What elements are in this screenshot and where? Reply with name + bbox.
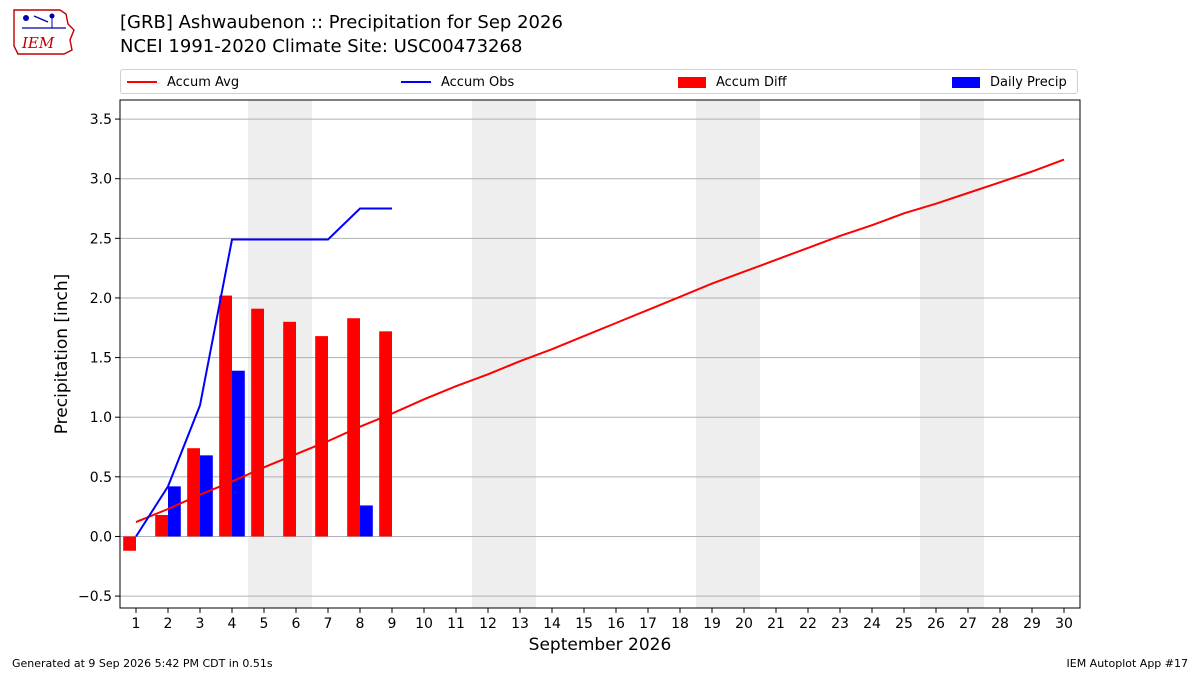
accum-diff-bar-5: [251, 308, 264, 537]
x-tick-label-11: 11: [447, 616, 465, 632]
y-tick-label-5: 2.0: [90, 291, 112, 307]
daily-precip-bar-8: [360, 505, 373, 537]
y-tick-label-3: 1.0: [90, 410, 112, 426]
legend-label-daily-precip: Daily Precip: [990, 74, 1067, 90]
iem-logo: IEM: [13, 9, 75, 55]
legend-item-daily-precip: Daily Precip: [952, 74, 1067, 90]
x-tick-label-5: 5: [260, 616, 269, 632]
x-tick-label-15: 15: [575, 616, 593, 632]
legend-swatch-accum-obs: [401, 81, 431, 83]
accum-diff-bar-8: [347, 318, 360, 537]
legend-label-accum-obs: Accum Obs: [441, 74, 515, 90]
x-tick-label-27: 27: [959, 616, 977, 632]
accum-diff-bar-9: [379, 331, 392, 537]
legend-swatch-daily-precip: [952, 76, 980, 88]
x-axis-label: September 2026: [529, 635, 672, 655]
x-tick-label-1: 1: [132, 616, 141, 632]
daily-precip-bar-4: [232, 370, 245, 537]
accum-diff-bar-4: [219, 295, 232, 537]
accum-diff-bar-3: [187, 448, 200, 537]
x-tick-label-2: 2: [164, 616, 173, 632]
y-tick-label-2: 0.5: [90, 470, 112, 486]
accum-avg-line: [135, 158, 1065, 524]
x-tick-label-21: 21: [767, 616, 785, 632]
y-tick-label-4: 1.5: [90, 351, 112, 367]
weekend-shade-4: [920, 100, 984, 608]
x-tick-label-14: 14: [543, 616, 561, 632]
x-tick-label-26: 26: [927, 616, 945, 632]
legend-label-accum-diff: Accum Diff: [716, 74, 787, 90]
chart-title-line2: NCEI 1991-2020 Climate Site: USC00473268: [120, 36, 523, 57]
accum-diff-bar-2: [155, 514, 168, 537]
legend-item-accum-diff: Accum Diff: [678, 74, 787, 90]
x-tick-label-13: 13: [511, 616, 529, 632]
x-tick-label-17: 17: [639, 616, 657, 632]
accum-diff-bar-6: [283, 321, 296, 537]
x-tick-label-16: 16: [607, 616, 625, 632]
x-tick-label-29: 29: [1023, 616, 1041, 632]
y-axis-label: Precipitation [inch]: [52, 274, 72, 435]
x-tick-label-19: 19: [703, 616, 721, 632]
weekend-shade-3: [696, 100, 760, 608]
footer-app-label: IEM Autoplot App #17: [1066, 657, 1189, 670]
x-tick-label-4: 4: [228, 616, 237, 632]
legend-item-accum-obs: Accum Obs: [401, 74, 514, 90]
legend: Accum Avg Accum Obs Accum Diff Daily Pre…: [120, 69, 1078, 94]
x-tick-label-24: 24: [863, 616, 881, 632]
legend-item-accum-avg: Accum Avg: [127, 74, 239, 90]
plot-frame: [119, 99, 1081, 609]
x-tick-label-22: 22: [799, 616, 817, 632]
x-tick-label-20: 20: [735, 616, 753, 632]
daily-precip-bar-3: [200, 455, 213, 537]
footer-generated: Generated at 9 Sep 2026 5:42 PM CDT in 0…: [12, 657, 273, 670]
weekend-shade-2: [472, 100, 536, 608]
x-tick-label-8: 8: [356, 616, 365, 632]
y-tick-label-6: 2.5: [90, 231, 112, 247]
accum-diff-bar-1: [123, 536, 136, 551]
x-tick-label-30: 30: [1055, 616, 1073, 632]
x-tick-label-9: 9: [388, 616, 397, 632]
legend-swatch-accum-diff: [678, 76, 706, 88]
daily-precip-bar-2: [168, 486, 181, 537]
accum-diff-bar-7: [315, 336, 328, 537]
x-tick-label-3: 3: [196, 616, 205, 632]
y-tick-label-0: −0.5: [78, 589, 112, 605]
accum-obs-line: [135, 207, 392, 538]
x-tick-label-7: 7: [324, 616, 333, 632]
x-tick-label-23: 23: [831, 616, 849, 632]
logo-text: IEM: [21, 34, 55, 52]
chart-title-line1: [GRB] Ashwaubenon :: Precipitation for S…: [120, 12, 563, 33]
y-tick-label-8: 3.5: [90, 112, 112, 128]
legend-swatch-accum-avg: [127, 81, 157, 83]
y-tick-label-1: 0.0: [90, 529, 112, 545]
x-tick-label-12: 12: [479, 616, 497, 632]
x-tick-label-10: 10: [415, 616, 433, 632]
x-tick-label-28: 28: [991, 616, 1009, 632]
x-tick-label-18: 18: [671, 616, 689, 632]
legend-label-accum-avg: Accum Avg: [167, 74, 240, 90]
y-tick-label-7: 3.0: [90, 172, 112, 188]
x-tick-label-25: 25: [895, 616, 913, 632]
x-tick-label-6: 6: [292, 616, 301, 632]
